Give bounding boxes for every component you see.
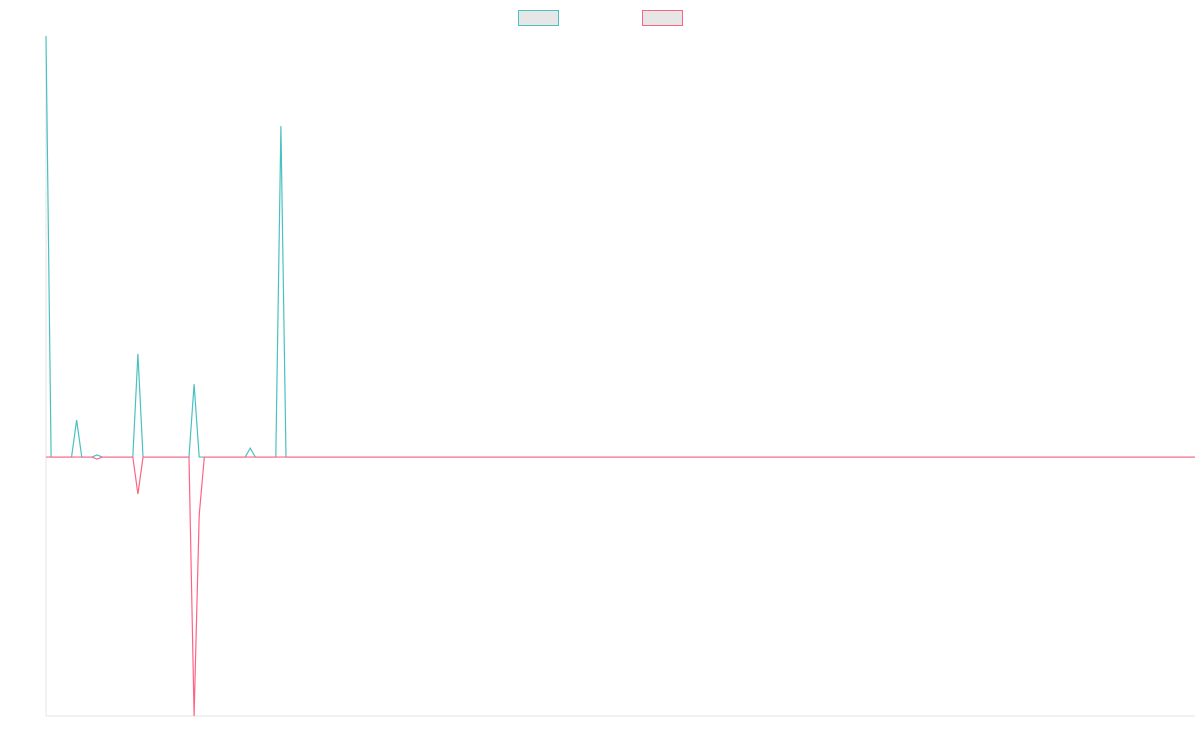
series-line xyxy=(45,35,1195,458)
legend-swatch xyxy=(642,10,683,26)
series-line xyxy=(46,456,1195,717)
legend-swatch xyxy=(518,10,559,26)
